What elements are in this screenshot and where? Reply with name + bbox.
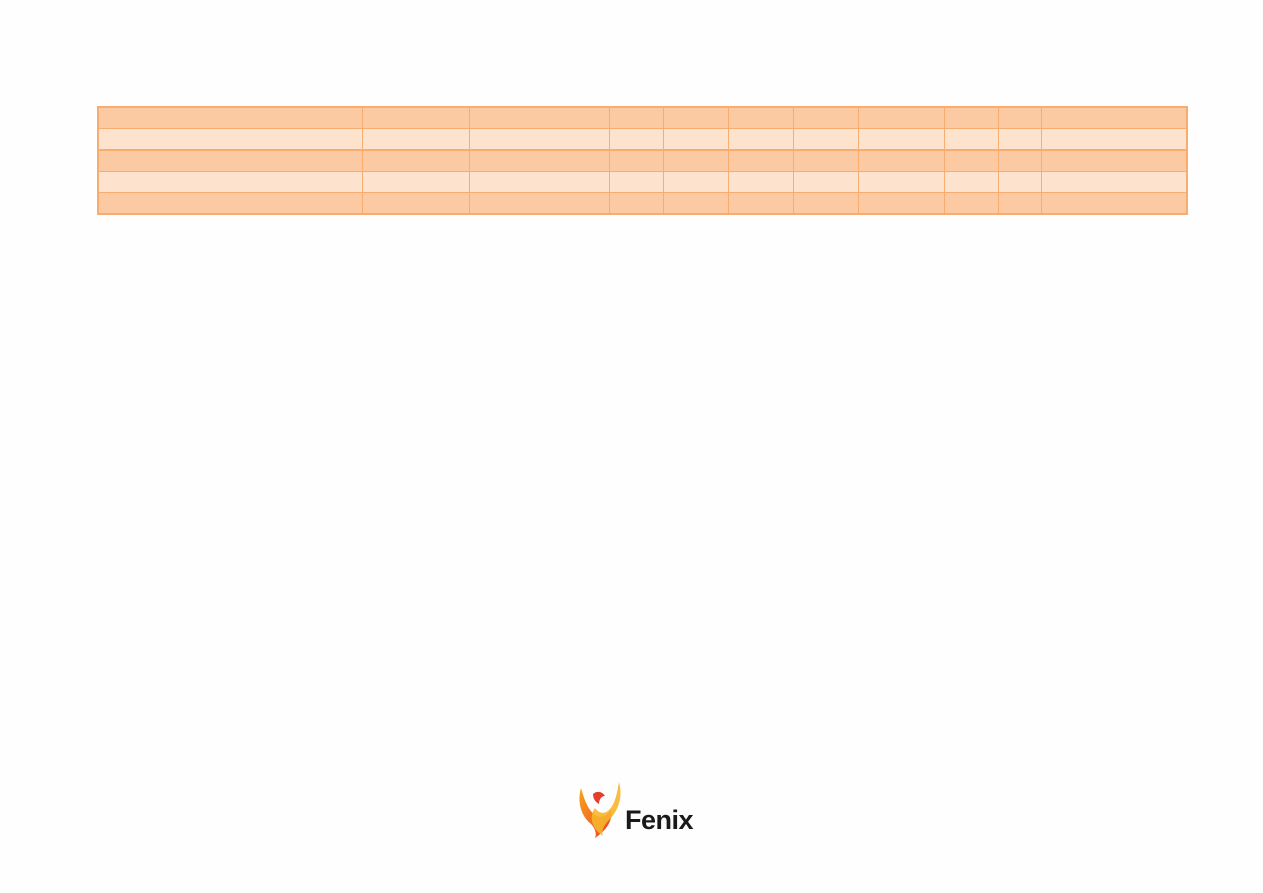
table-cell (944, 149, 999, 172)
table-cell (1041, 192, 1188, 215)
table-cell (97, 128, 363, 151)
table-cell (362, 106, 470, 129)
table-cell (362, 192, 470, 215)
table-cell (1041, 106, 1188, 129)
table-cell (1041, 149, 1188, 172)
table-cell (1041, 128, 1188, 151)
table-cell (944, 106, 999, 129)
table-cell (609, 171, 664, 193)
table-cell (944, 192, 999, 215)
table-cell (728, 192, 794, 215)
table-cell (728, 128, 794, 151)
table-cell (663, 149, 729, 172)
table-cell (728, 171, 794, 193)
table-cell (793, 106, 859, 129)
table-cell (998, 149, 1042, 172)
table-cell (97, 149, 363, 172)
table-cell (362, 128, 470, 151)
table-row (97, 149, 1188, 172)
table-cell (609, 128, 664, 151)
table-cell (728, 149, 794, 172)
table-cell (944, 171, 999, 193)
table-cell (609, 106, 664, 129)
table-cell (793, 171, 859, 193)
table-cell (998, 106, 1042, 129)
table-cell (362, 171, 470, 193)
table-row (97, 128, 1188, 151)
table-cell (469, 149, 610, 172)
table-row (97, 106, 1188, 129)
table-cell (858, 149, 945, 172)
table-cell (1041, 171, 1188, 193)
table-cell (663, 192, 729, 215)
table-cell (858, 192, 945, 215)
table-row (97, 171, 1188, 193)
table-cell (944, 128, 999, 151)
table-cell (609, 149, 664, 172)
table-cell (728, 106, 794, 129)
data-table (97, 106, 1188, 215)
table-cell (858, 128, 945, 151)
table-cell (858, 171, 945, 193)
table-cell (793, 192, 859, 215)
table-cell (793, 149, 859, 172)
table-cell (998, 192, 1042, 215)
table-cell (663, 171, 729, 193)
table-cell (663, 106, 729, 129)
table-cell (663, 128, 729, 151)
table-cell (97, 171, 363, 193)
table-cell (469, 171, 610, 193)
fenix-logo: Fenix (577, 780, 694, 838)
table-cell (469, 106, 610, 129)
table-cell (998, 128, 1042, 151)
phoenix-flame-icon (579, 782, 621, 838)
table-cell (998, 171, 1042, 193)
table-cell (469, 128, 610, 151)
table-row (97, 192, 1188, 215)
logo-text: Fenix (625, 805, 694, 835)
table-cell (362, 149, 470, 172)
table-cell (469, 192, 610, 215)
table-cell (609, 192, 664, 215)
table-cell (793, 128, 859, 151)
table-cell (858, 106, 945, 129)
table-cell (97, 192, 363, 215)
table-cell (97, 106, 363, 129)
